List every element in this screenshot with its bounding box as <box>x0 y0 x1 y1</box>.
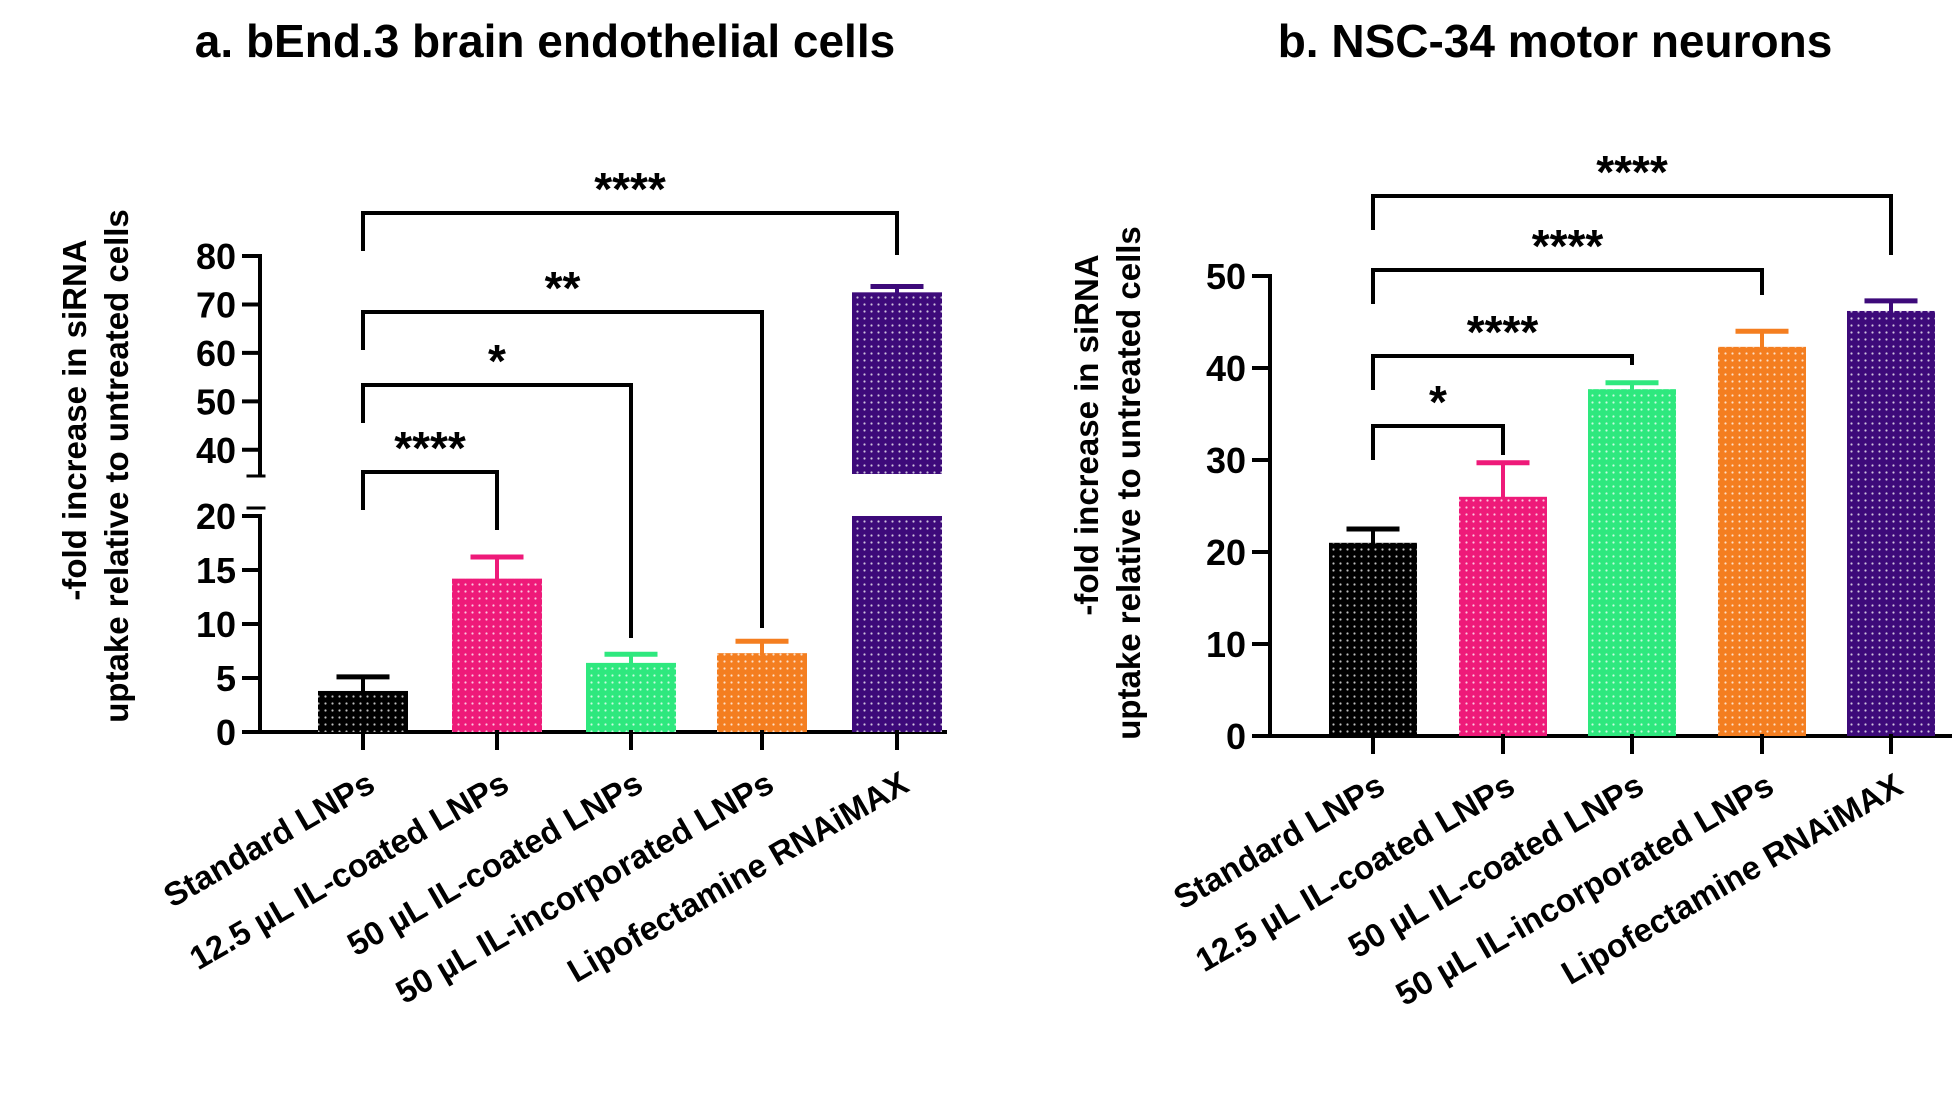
panel-a-chart: a. bEnd.3 brain endothelial cells -fold … <box>56 15 947 1011</box>
panel-a-sig-1-line <box>361 383 633 638</box>
panel-b-bar-dots-1 <box>1459 496 1547 736</box>
panel-b-ylabel-line1: -fold increase in siRNA <box>1068 254 1105 615</box>
panel-b-ytick-label-4: 40 <box>1206 348 1246 389</box>
panel-b-ylabel-line2: uptake relative to untreated cells <box>1110 226 1147 740</box>
panel-b-chart: b. NSC-34 motor neurons -fold increase i… <box>1068 15 1952 1013</box>
panel-a-bar-dots-4-upper <box>852 292 942 474</box>
panel-a-bar-dots-4-lower <box>852 516 942 732</box>
panel-a-ytick-label-lower-4: 20 <box>196 496 236 537</box>
panel-b-sig-3-label: **** <box>1596 146 1668 198</box>
panel-a-ytick-label-upper-0: 40 <box>196 430 236 471</box>
panel-a-ytick-label-lower-1: 5 <box>216 658 236 699</box>
panel-a-ytick-label-lower-0: 0 <box>216 712 236 753</box>
panel-b-bar-dots-0 <box>1329 542 1417 736</box>
panel-a-sig-2-label: ** <box>545 262 581 314</box>
panel-a-sig-1-label: * <box>488 335 506 387</box>
panel-b-sig-3-line <box>1371 194 1893 255</box>
panel-b-bar-dots-2 <box>1588 389 1676 736</box>
panel-a-bar-dots-1 <box>452 578 542 732</box>
panel-a-ytick-label-upper-3: 70 <box>196 284 236 325</box>
panel-b-sig-0-label: * <box>1429 376 1447 428</box>
panel-b-bar-dots-3 <box>1718 346 1806 736</box>
panel-b-bar-dots-4 <box>1847 310 1935 736</box>
panel-a-ylabel-line2: uptake relative to untreated cells <box>98 209 135 723</box>
panel-b-sig-0-line <box>1371 424 1505 460</box>
panel-a-ytick-label-upper-4: 80 <box>196 236 236 277</box>
panel-a-ytick-label-lower-3: 15 <box>196 550 236 591</box>
panel-b-title: b. NSC-34 motor neurons <box>1278 15 1833 67</box>
panel-a-bar-dots-0 <box>318 690 408 732</box>
panel-a-bar-dots-3 <box>717 653 807 732</box>
panel-b-ytick-label-3: 30 <box>1206 440 1246 481</box>
panel-b-ytick-label-2: 20 <box>1206 532 1246 573</box>
panel-a-ylabel-line1: -fold increase in siRNA <box>56 239 93 600</box>
panel-b-ytick-label-1: 10 <box>1206 624 1246 665</box>
panel-a-title: a. bEnd.3 brain endothelial cells <box>195 15 895 67</box>
panel-a-sig-3-line <box>361 211 899 255</box>
panel-a-sig-0-line <box>361 470 499 530</box>
panel-a-sig-3-label: **** <box>594 163 666 215</box>
panel-b-sig-2-line <box>1371 268 1764 304</box>
panel-b-sig-2-label: **** <box>1532 220 1604 272</box>
panel-a-ytick-label-upper-1: 50 <box>196 381 236 422</box>
panel-a-ytick-label-upper-2: 60 <box>196 333 236 374</box>
panel-b-ytick-label-5: 50 <box>1206 256 1246 297</box>
panel-a-bar-dots-2 <box>586 662 676 732</box>
panel-b-ytick-label-0: 0 <box>1226 716 1246 757</box>
panel-a-sig-0-label: **** <box>394 422 466 474</box>
panel-b-sig-1-line <box>1371 354 1634 390</box>
panel-a-sig-2-line <box>361 310 764 628</box>
panel-a-ytick-label-lower-2: 10 <box>196 604 236 645</box>
panel-b-sig-1-label: **** <box>1467 306 1539 358</box>
